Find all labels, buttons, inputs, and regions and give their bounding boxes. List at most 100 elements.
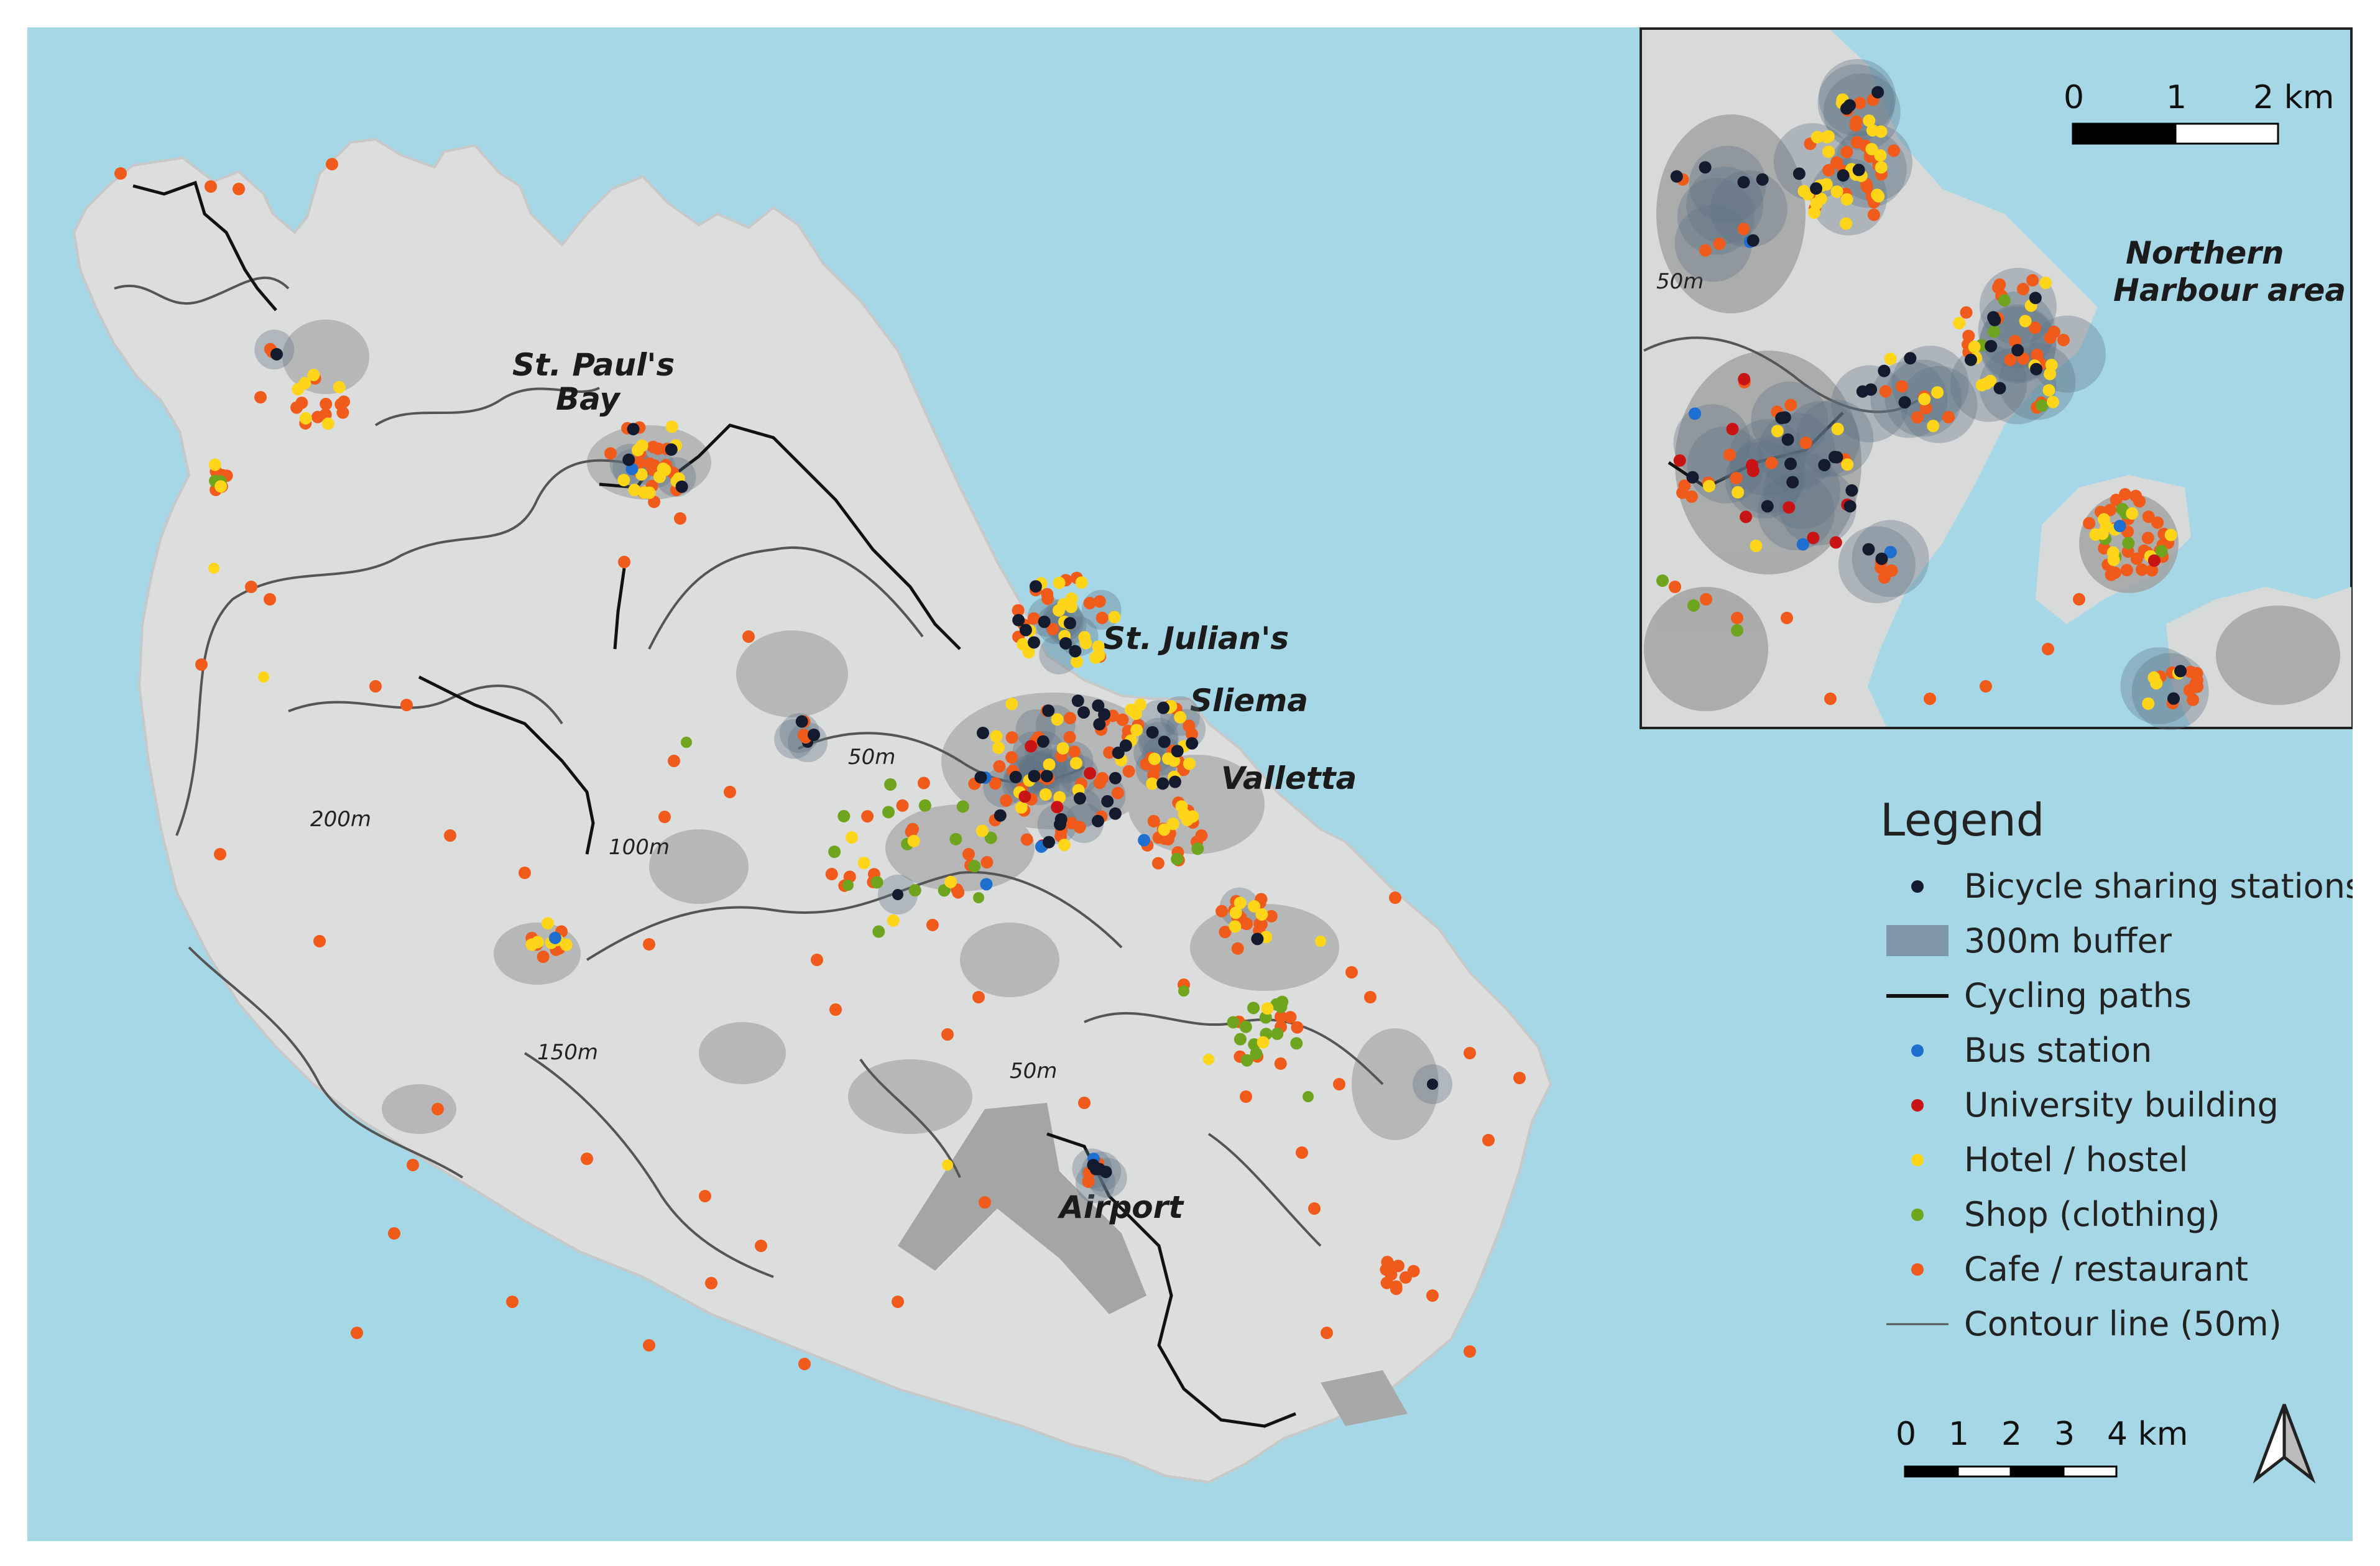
station-dot xyxy=(1157,701,1170,714)
contour-label-50b: 50m xyxy=(1010,1059,1057,1084)
legend-label: Contour line (50m) xyxy=(1964,1304,2282,1343)
hotel-dot xyxy=(665,420,678,433)
cafe-dot xyxy=(1284,1011,1297,1024)
legend-dot-swatch xyxy=(1911,1154,1924,1166)
inset-scale-tick-1: 1 xyxy=(2166,79,2187,116)
inset-hotel-dot xyxy=(2164,528,2177,541)
inset-station-dot xyxy=(1699,161,1712,174)
hotel-dot xyxy=(1174,711,1187,724)
hotel-dot xyxy=(942,1159,953,1171)
legend-label: 300m buffer xyxy=(1964,921,2172,960)
inset-hotel-dot xyxy=(1830,185,1843,198)
shop-dot xyxy=(1191,842,1204,855)
cafe-dot xyxy=(1391,1260,1404,1273)
cafe-dot xyxy=(1111,786,1124,799)
inset-station-dot xyxy=(2011,344,2024,357)
cafe-dot xyxy=(1083,597,1096,610)
inset-hotel-dot xyxy=(2107,553,2120,566)
inset-buffer-circle xyxy=(1757,473,1835,551)
inset-station-dot xyxy=(1792,167,1806,180)
hotel-dot xyxy=(990,730,1003,743)
hotel-dot xyxy=(944,875,957,888)
inset-university-dot xyxy=(1726,423,1739,436)
inset-shop-dot xyxy=(1731,624,1743,637)
inset-cafe-dot xyxy=(1765,456,1778,469)
station-dot xyxy=(1251,933,1264,946)
inset-university-dot xyxy=(1783,501,1796,514)
inset-cafe-dot xyxy=(1699,244,1712,257)
cafe-dot xyxy=(1464,1345,1476,1358)
shop-dot xyxy=(828,845,841,859)
cafe-dot xyxy=(1041,592,1054,606)
cafe-dot xyxy=(643,938,655,951)
inset-hotel-dot xyxy=(2126,507,2139,520)
legend-item: Cafe / restaurant xyxy=(1911,1250,2248,1289)
station-dot xyxy=(1036,735,1049,748)
hotel-dot xyxy=(1158,823,1171,836)
inset-cafe-dot xyxy=(1781,612,1793,624)
hotel-dot xyxy=(1051,713,1064,726)
hotel-dot xyxy=(1089,651,1102,664)
station-dot xyxy=(1053,818,1066,831)
station-dot xyxy=(1042,704,1055,717)
inset-hotel-dot xyxy=(1810,131,1824,144)
cafe-dot xyxy=(1364,991,1377,1003)
hotel-dot xyxy=(1053,791,1066,804)
inset-cafe-dot xyxy=(1799,436,1812,449)
inset-university-dot xyxy=(2147,554,2161,567)
scale-tick-2: 2 xyxy=(2001,1416,2022,1453)
legend-item: 300m buffer xyxy=(1886,921,2172,960)
inset-cafe-dot xyxy=(2047,325,2060,338)
inset-shop-dot xyxy=(2116,502,2129,515)
inset-university-dot xyxy=(1745,459,1758,472)
inset-university-dot xyxy=(1738,372,1751,385)
inset-cafe-dot xyxy=(1731,612,1743,624)
cafe-dot xyxy=(1147,814,1160,827)
inset-station-dot xyxy=(2029,292,2042,305)
cafe-dot xyxy=(892,1296,904,1308)
inset-cafe-dot xyxy=(1784,398,1797,412)
cafe-dot xyxy=(917,776,930,790)
shop-dot xyxy=(842,880,854,891)
inset-cafe-dot xyxy=(1678,479,1691,492)
station-dot xyxy=(994,809,1007,822)
station-dot xyxy=(1059,637,1072,650)
hotel-dot xyxy=(1079,637,1092,650)
hotel-dot xyxy=(1043,758,1056,771)
inset-cafe-dot xyxy=(2073,593,2085,606)
cafe-dot xyxy=(1122,765,1135,778)
cafe-dot xyxy=(1253,917,1266,930)
shop-dot xyxy=(882,806,895,819)
inset-scale-tick-0: 0 xyxy=(2064,79,2084,116)
cafe-dot xyxy=(1381,1255,1394,1268)
station-dot xyxy=(1109,807,1122,820)
shop-dot xyxy=(1275,1000,1288,1013)
inset-contour-label: 50m xyxy=(1656,269,1704,294)
inset-cafe-dot xyxy=(1911,411,1924,424)
cafe-dot xyxy=(407,1159,419,1171)
station-dot xyxy=(1092,814,1104,827)
hotel-dot xyxy=(1229,920,1242,933)
inset-station-dot xyxy=(1761,500,1774,513)
station-dot xyxy=(1112,746,1125,759)
hotel-dot xyxy=(1181,813,1194,826)
cafe-dot xyxy=(537,951,550,964)
station-dot xyxy=(892,889,903,900)
inset-station-dot xyxy=(1904,352,1917,365)
inset-hotel-dot xyxy=(1872,190,1885,203)
scale-tick-4: 4 km xyxy=(2107,1416,2188,1453)
hotel-dot xyxy=(635,468,648,481)
station-dot xyxy=(1071,694,1084,707)
hotel-dot xyxy=(1257,1036,1270,1049)
port-area xyxy=(1321,1370,1408,1426)
inset-cafe-dot xyxy=(1853,96,1866,109)
cafe-dot xyxy=(1000,794,1013,807)
cafe-dot xyxy=(742,630,755,643)
hotel-dot xyxy=(1248,900,1261,913)
hotel-dot xyxy=(1130,724,1143,737)
shop-dot xyxy=(1240,1054,1253,1067)
inset-cafe-dot xyxy=(2135,563,2148,576)
station-dot xyxy=(1077,706,1090,719)
inset-shop-dot xyxy=(1998,294,2011,307)
inset-cafe-dot xyxy=(1980,680,1992,693)
